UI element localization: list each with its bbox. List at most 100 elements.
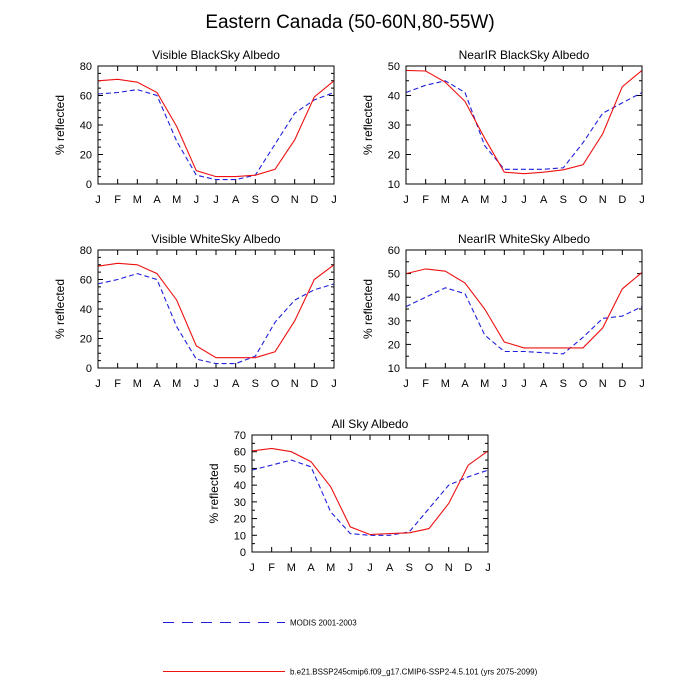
y-tick-label: 20 bbox=[234, 514, 246, 526]
x-tick-label: A bbox=[540, 378, 548, 390]
x-tick-label: A bbox=[232, 378, 240, 390]
x-tick-label: M bbox=[133, 378, 142, 390]
series-line-modis bbox=[405, 80, 643, 170]
x-tick-label: F bbox=[422, 378, 429, 390]
y-tick-label: 80 bbox=[80, 61, 92, 73]
x-tick-label: M bbox=[441, 378, 450, 390]
y-tick-label: 10 bbox=[234, 530, 246, 542]
x-tick-label: A bbox=[153, 194, 161, 206]
x-tick-label: J bbox=[348, 562, 354, 574]
figure-title: Eastern Canada (50-60N,80-55W) bbox=[205, 12, 495, 33]
x-tick-label: J bbox=[403, 378, 409, 390]
x-tick-label: M bbox=[172, 194, 181, 206]
y-tick-label: 0 bbox=[86, 363, 92, 375]
x-tick-label: F bbox=[114, 194, 121, 206]
y-axis-label: % reflected bbox=[53, 95, 67, 155]
legend-label-modis: MODIS 2001-2003 bbox=[290, 619, 357, 628]
y-tick-label: 40 bbox=[388, 91, 400, 103]
y-tick-label: 60 bbox=[388, 245, 400, 257]
chart-allsky: All Sky Albedo % reflected 0 10 20 30 40 50 60 70… bbox=[207, 417, 491, 574]
legend-label-model: b.e21.BSSP245cmip6.f09_g17.CMIP6-SSP2-4.… bbox=[290, 668, 538, 677]
x-tick-label: J bbox=[213, 194, 219, 206]
x-tick-label: J bbox=[95, 194, 101, 206]
x-tick-label: M bbox=[172, 378, 181, 390]
x-tick-label: J bbox=[639, 194, 645, 206]
y-tick-label: 30 bbox=[234, 497, 246, 509]
x-tick-label: J bbox=[403, 194, 409, 206]
y-tick-label: 10 bbox=[388, 363, 400, 375]
y-tick-label: 10 bbox=[388, 179, 400, 191]
y-tick-label: 0 bbox=[86, 179, 92, 191]
x-tick-label: M bbox=[133, 194, 142, 206]
y-axis-label: % reflected bbox=[207, 463, 221, 523]
x-tick-label: N bbox=[291, 378, 299, 390]
x-tick-label: O bbox=[271, 378, 280, 390]
x-tick-label: J bbox=[521, 194, 527, 206]
plot-frame bbox=[251, 434, 489, 553]
x-tick-label: J bbox=[485, 562, 491, 574]
x-tick-label: S bbox=[252, 194, 259, 206]
x-tick-label: F bbox=[114, 378, 121, 390]
y-tick-label: 60 bbox=[80, 91, 92, 103]
x-tick-label: J bbox=[331, 378, 337, 390]
chart-title: NearIR WhiteSky Albedo bbox=[458, 232, 590, 246]
series-line-modis bbox=[97, 89, 335, 181]
x-tick-label: N bbox=[599, 378, 607, 390]
y-tick-label: 50 bbox=[234, 463, 246, 475]
series-line-modis bbox=[251, 459, 489, 536]
x-tick-label: A bbox=[461, 378, 469, 390]
series-line-model bbox=[405, 268, 643, 349]
x-tick-label: A bbox=[307, 562, 315, 574]
x-tick-label: O bbox=[579, 378, 588, 390]
legend: MODIS 2001-2003 b.e21.BSSP245cmip6.f09_g… bbox=[163, 619, 538, 677]
y-tick-label: 80 bbox=[80, 245, 92, 257]
y-axis-label: % reflected bbox=[53, 279, 67, 339]
x-tick-label: N bbox=[445, 562, 453, 574]
y-tick-label: 40 bbox=[234, 480, 246, 492]
x-tick-label: J bbox=[249, 562, 255, 574]
x-tick-label: J bbox=[213, 378, 219, 390]
x-tick-label: O bbox=[425, 562, 434, 574]
x-tick-label: J bbox=[331, 194, 337, 206]
plot-frame bbox=[405, 65, 643, 185]
y-tick-label: 0 bbox=[240, 547, 246, 559]
x-tick-label: D bbox=[618, 378, 626, 390]
x-tick-label: J bbox=[194, 194, 200, 206]
series-line-model bbox=[97, 262, 335, 359]
x-tick-label: S bbox=[560, 194, 567, 206]
x-tick-label: M bbox=[326, 562, 335, 574]
x-tick-label: D bbox=[618, 194, 626, 206]
chart-visible-whitesky: Visible WhiteSky Albedo % reflected 0 20 40 6… bbox=[53, 232, 337, 390]
y-axis-label: % reflected bbox=[361, 279, 375, 339]
x-tick-label: O bbox=[271, 194, 280, 206]
series-line-model bbox=[97, 78, 335, 178]
chart-nearir-whitesky: NearIR WhiteSky Albedo % reflected 10 20 30 4… bbox=[361, 232, 645, 390]
x-tick-label: A bbox=[153, 378, 161, 390]
x-tick-label: D bbox=[310, 378, 318, 390]
x-tick-label: N bbox=[291, 194, 299, 206]
chart-nearir-blacksky: NearIR BlackSky Albedo % reflected 10 20 30 4… bbox=[361, 48, 645, 206]
y-tick-label: 20 bbox=[80, 150, 92, 162]
y-tick-label: 40 bbox=[80, 304, 92, 316]
x-tick-label: J bbox=[639, 378, 645, 390]
x-tick-label: J bbox=[367, 562, 373, 574]
chart-title: Visible WhiteSky Albedo bbox=[151, 232, 281, 246]
x-tick-label: A bbox=[461, 194, 469, 206]
series-line-model bbox=[251, 447, 489, 536]
series-line-modis bbox=[97, 273, 335, 365]
plot-frame bbox=[97, 249, 335, 369]
x-tick-label: N bbox=[599, 194, 607, 206]
y-tick-label: 40 bbox=[388, 292, 400, 304]
plot-frame bbox=[405, 249, 643, 369]
x-tick-label: A bbox=[232, 194, 240, 206]
x-tick-label: J bbox=[502, 378, 508, 390]
series-line-model bbox=[405, 69, 643, 175]
y-tick-label: 20 bbox=[80, 334, 92, 346]
x-tick-label: M bbox=[480, 194, 489, 206]
y-tick-label: 30 bbox=[388, 120, 400, 132]
x-tick-label: F bbox=[422, 194, 429, 206]
y-tick-label: 20 bbox=[388, 339, 400, 351]
x-tick-label: A bbox=[386, 562, 394, 574]
x-tick-label: M bbox=[480, 378, 489, 390]
